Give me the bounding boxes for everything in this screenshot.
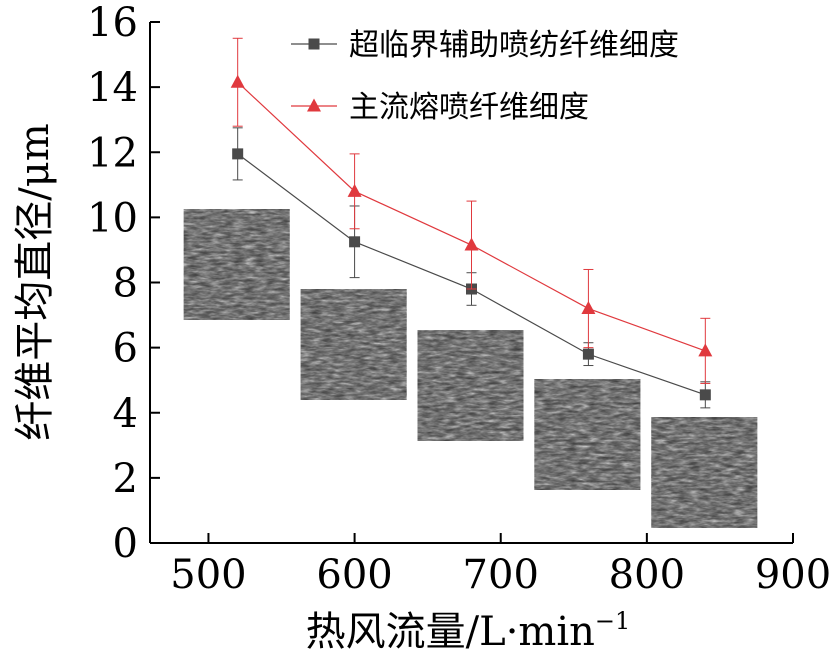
y-tick-label: 8 <box>113 261 138 307</box>
data-point <box>230 74 245 88</box>
y-tick-label: 10 <box>87 195 138 241</box>
y-tick-label: 6 <box>113 326 138 372</box>
data-point <box>699 389 711 401</box>
legend-marker <box>307 98 321 112</box>
data-point <box>464 237 479 251</box>
legend-label: 主流熔喷纤维细度 <box>349 90 589 125</box>
y-tick-label: 0 <box>113 521 138 567</box>
sem-image-840-texture <box>651 417 758 528</box>
x-tick-label: 500 <box>170 552 246 598</box>
x-axis-title: 热风流量/L·min−1 <box>306 607 631 655</box>
data-point <box>581 301 596 315</box>
x-tick-label: 800 <box>609 552 685 598</box>
data-point <box>347 183 362 197</box>
sem-image-600-texture <box>300 289 407 400</box>
data-point <box>698 343 713 357</box>
legend-item-2: 主流熔喷纤维细度 <box>291 90 589 125</box>
y-tick-label: 14 <box>87 65 138 111</box>
legend-item-1: 超临界辅助喷纺纤维细度 <box>291 28 679 63</box>
series <box>230 37 713 409</box>
legend-marker <box>308 38 320 50</box>
y-tick-label: 2 <box>113 456 138 502</box>
data-point <box>349 236 361 248</box>
sem-image-760 <box>534 379 641 490</box>
y-axis-title: 纤维平均直径/μm <box>12 123 58 440</box>
sem-image-600 <box>300 289 407 400</box>
sem-image-760-texture <box>534 379 641 490</box>
data-point <box>232 148 244 160</box>
y-tick-label: 12 <box>87 130 138 176</box>
x-tick-label: 900 <box>755 552 831 598</box>
y-ticks: 0 2 4 6 8 10 12 14 16 <box>87 0 160 567</box>
sem-insets <box>183 209 758 528</box>
sem-image-680-texture <box>417 330 524 441</box>
x-ticks: 500 600 700 800 900 <box>170 533 831 598</box>
sem-image-520 <box>183 209 290 320</box>
legend-label: 超临界辅助喷纺纤维细度 <box>349 28 679 63</box>
sem-image-840 <box>651 417 758 528</box>
sem-image-680 <box>417 330 524 441</box>
y-tick-label: 16 <box>87 0 138 46</box>
x-tick-label: 600 <box>316 552 392 598</box>
x-tick-label: 700 <box>463 552 539 598</box>
series-2 <box>230 37 713 384</box>
sem-image-520-texture <box>183 209 290 320</box>
y-tick-label: 4 <box>113 391 138 437</box>
data-point <box>582 348 594 360</box>
